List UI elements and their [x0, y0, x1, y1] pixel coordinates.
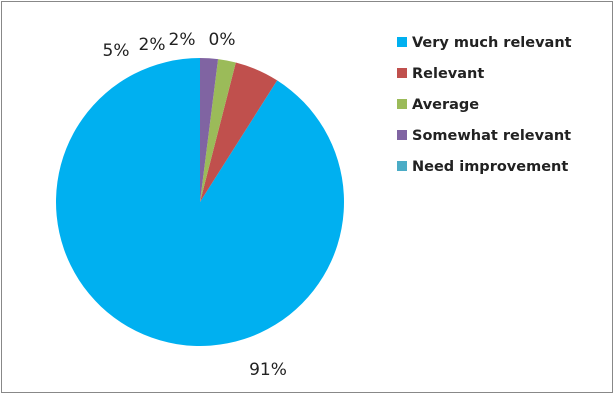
legend-swatch-average — [397, 99, 407, 109]
data-label-relevant: 5% — [103, 41, 130, 61]
legend-label-average: Average — [412, 97, 479, 113]
slice-somewhat-relevant — [200, 58, 219, 202]
legend-swatch-somewhat-relevant — [397, 130, 407, 140]
legend-label-need-improvement: Need improvement — [412, 159, 568, 175]
legend: Very much relevant Relevant Average Somewha… — [397, 35, 572, 175]
legend-swatch-relevant — [397, 68, 407, 78]
data-label-very-much-relevant: 91% — [249, 360, 287, 380]
data-label-need-improvement: 0% — [209, 30, 236, 50]
data-label-somewhat-relevant: 2% — [169, 30, 196, 50]
data-label-average: 2% — [139, 35, 166, 55]
legend-label-somewhat-relevant: Somewhat relevant — [412, 128, 571, 144]
pie-slices — [55, 58, 344, 346]
legend-swatch-need-improvement — [397, 161, 407, 171]
slice-relevant — [200, 62, 278, 203]
legend-label-very-much-relevant: Very much relevant — [412, 35, 572, 51]
slice-average — [200, 59, 236, 202]
legend-swatch-very-much-relevant — [397, 37, 407, 47]
legend-label-relevant: Relevant — [412, 66, 484, 82]
data-labels: 91% 5% 2% 2% 0% — [103, 30, 287, 380]
